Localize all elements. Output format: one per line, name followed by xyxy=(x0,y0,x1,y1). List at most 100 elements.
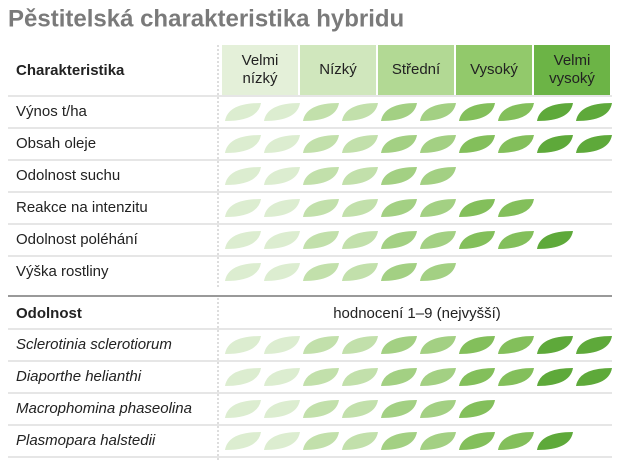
leaf-icon xyxy=(459,336,495,354)
leaf-icon xyxy=(264,167,300,185)
leaf-icon xyxy=(381,135,417,153)
leaf-icon xyxy=(303,103,339,121)
leaf-icon xyxy=(264,336,300,354)
leaf-icon xyxy=(459,103,495,121)
leaf-icon xyxy=(459,135,495,153)
leaf-icon xyxy=(459,400,495,418)
row-label: Výška rostliny xyxy=(16,263,109,280)
leaf-icon xyxy=(576,103,612,121)
leaf-icon xyxy=(303,368,339,386)
leaf-icon xyxy=(303,263,339,281)
row-label: Diaporthe helianthi xyxy=(16,368,142,385)
leaf-icon xyxy=(498,199,534,217)
leaf-icon xyxy=(264,231,300,249)
leaf-icon xyxy=(537,432,573,450)
level-label: Velmi xyxy=(554,52,591,69)
leaf-icon xyxy=(498,368,534,386)
row-label: Plasmopara halstedii xyxy=(16,432,156,449)
leaf-icon xyxy=(381,231,417,249)
leaf-icon xyxy=(303,336,339,354)
leaf-icon xyxy=(264,199,300,217)
leaf-icon xyxy=(537,368,573,386)
level-label: vysoký xyxy=(549,70,595,87)
level-label: Velmi xyxy=(242,52,279,69)
leaf-icon xyxy=(264,368,300,386)
row-label: Výnos t/ha xyxy=(16,103,88,120)
leaf-icon xyxy=(342,263,378,281)
page-title: Pěstitelská charakteristika hybridu xyxy=(8,5,404,32)
level-header-cell xyxy=(300,45,376,95)
leaf-icon xyxy=(498,231,534,249)
row-label: Obsah oleje xyxy=(16,135,96,152)
leaf-icon xyxy=(420,400,456,418)
leaf-icon xyxy=(225,103,261,121)
level-header-cell xyxy=(456,45,532,95)
leaf-icon xyxy=(225,263,261,281)
row-label: Odolnost suchu xyxy=(16,167,120,184)
leaf-icon xyxy=(264,263,300,281)
leaf-icon xyxy=(420,368,456,386)
leaf-icon xyxy=(342,167,378,185)
leaf-icon xyxy=(381,199,417,217)
section-header: Charakteristika xyxy=(16,62,125,79)
leaf-icon xyxy=(420,336,456,354)
leaf-icon xyxy=(420,263,456,281)
level-label: Nízký xyxy=(319,61,357,78)
leaf-icon xyxy=(420,103,456,121)
leaf-icon xyxy=(225,368,261,386)
leaf-icon xyxy=(420,231,456,249)
leaf-icon xyxy=(498,135,534,153)
leaf-icon xyxy=(537,336,573,354)
leaf-icon xyxy=(225,336,261,354)
leaf-icon xyxy=(576,135,612,153)
leaf-icon xyxy=(264,432,300,450)
leaf-icon xyxy=(264,103,300,121)
level-label: nízký xyxy=(242,70,278,87)
leaf-icon xyxy=(420,135,456,153)
leaf-icon xyxy=(264,135,300,153)
leaf-icon xyxy=(537,135,573,153)
leaf-icon xyxy=(225,167,261,185)
leaf-icon xyxy=(381,336,417,354)
leaf-icon xyxy=(459,432,495,450)
leaf-icon xyxy=(459,231,495,249)
leaf-icon xyxy=(342,336,378,354)
leaf-icon xyxy=(303,400,339,418)
leaf-icon xyxy=(342,199,378,217)
leaf-icon xyxy=(420,167,456,185)
leaf-icon xyxy=(264,400,300,418)
leaf-icon xyxy=(303,432,339,450)
level-label: Střední xyxy=(392,61,441,78)
row-label: Odolnost poléhání xyxy=(16,231,139,248)
leaf-icon xyxy=(225,432,261,450)
leaf-icon xyxy=(459,368,495,386)
leaf-icon xyxy=(342,135,378,153)
section-header: Odolnost xyxy=(16,305,82,322)
row-label: Sclerotinia sclerotiorum xyxy=(16,336,172,353)
leaf-icon xyxy=(498,432,534,450)
leaf-icon xyxy=(342,400,378,418)
scale-note: hodnocení 1–9 (nejvyšší) xyxy=(333,305,501,322)
leaf-icon xyxy=(498,103,534,121)
level-label: Vysoký xyxy=(470,61,518,78)
level-header-cell xyxy=(378,45,454,95)
leaf-icon xyxy=(303,167,339,185)
leaf-icon xyxy=(459,199,495,217)
leaf-icon xyxy=(303,231,339,249)
leaf-icon xyxy=(342,103,378,121)
leaf-icon xyxy=(225,135,261,153)
leaf-icon xyxy=(537,103,573,121)
leaf-icon xyxy=(576,336,612,354)
level-header-cell xyxy=(534,45,610,95)
leaf-icon xyxy=(225,400,261,418)
leaf-icon xyxy=(420,199,456,217)
leaf-icon xyxy=(225,231,261,249)
leaf-icon xyxy=(342,368,378,386)
level-header-cell xyxy=(222,45,298,95)
leaf-icon xyxy=(537,231,573,249)
leaf-icon xyxy=(420,432,456,450)
leaf-icon xyxy=(303,135,339,153)
leaf-icon xyxy=(381,103,417,121)
leaf-icon xyxy=(381,400,417,418)
